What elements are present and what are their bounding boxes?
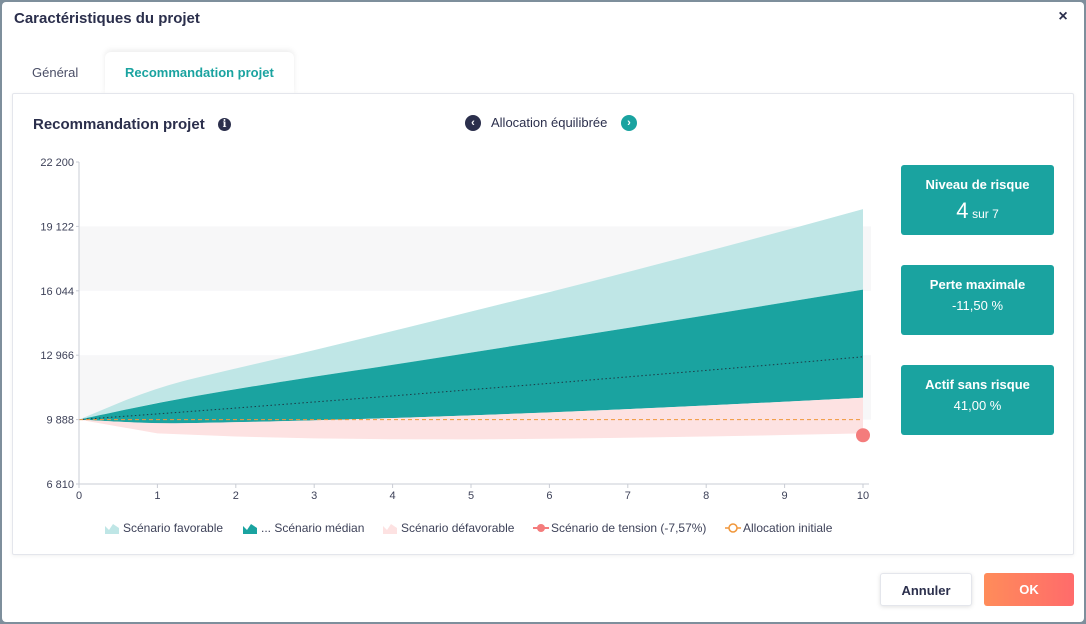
x-tick-label: 4 <box>390 490 396 502</box>
legend-label: Allocation initiale <box>743 521 833 535</box>
x-tick-label: 9 <box>782 490 788 502</box>
kpi-risk-level: Niveau de risque 4 sur 7 <box>901 165 1054 235</box>
ring-line-swatch-icon <box>725 523 741 533</box>
x-tick-label: 5 <box>468 490 474 502</box>
recommendation-panel: Recommandation projet i ‹ Allocation équ… <box>12 93 1074 555</box>
kpi-risk-value: 4 <box>956 198 969 223</box>
ok-button[interactable]: OK <box>984 573 1074 606</box>
unfavorable-scenario-area <box>79 397 863 440</box>
y-tick-label: 16 044 <box>40 286 74 298</box>
x-tick-label: 7 <box>625 490 631 502</box>
x-tick-label: 0 <box>76 490 82 502</box>
legend-label: ... Scénario médian <box>261 521 365 535</box>
dot-line-swatch-icon <box>533 524 549 532</box>
modal-title: Caractéristiques du projet <box>14 10 200 27</box>
chevron-right-icon[interactable]: › <box>621 115 637 131</box>
legend-label: Scénario favorable <box>123 521 224 535</box>
close-icon[interactable]: × <box>1058 8 1068 25</box>
y-tick-label: 6 810 <box>46 479 74 491</box>
area-swatch-icon <box>105 524 119 534</box>
cancel-button[interactable]: Annuler <box>880 573 972 606</box>
x-tick-label: 3 <box>311 490 317 502</box>
chevron-left-icon[interactable]: ‹ <box>465 115 481 131</box>
kpi-max-loss: Perte maximale -11,50 % <box>901 265 1054 335</box>
median-line <box>78 356 864 421</box>
y-tick-label: 19 122 <box>40 221 74 233</box>
legend-label: Scénario de tension (-7,57%) <box>551 521 707 535</box>
tension-point <box>856 428 870 443</box>
tab-general[interactable]: Général <box>32 65 79 80</box>
kpi-risk-free-label: Actif sans risque <box>925 377 1030 392</box>
legend-label: Scénario défavorable <box>401 521 515 535</box>
x-tick-label: 6 <box>546 490 552 502</box>
x-tick-label: 2 <box>233 490 239 502</box>
kpi-risk-suffix: sur 7 <box>972 207 999 221</box>
y-tick-label: 22 200 <box>40 157 74 169</box>
area-swatch-icon <box>243 524 257 534</box>
kpi-risk-free-asset: Actif sans risque 41,00 % <box>901 365 1054 435</box>
x-tick-label: 10 <box>857 490 869 502</box>
kpi-risk-free-value: 41,00 % <box>953 398 1002 413</box>
info-icon[interactable]: i <box>218 118 231 131</box>
x-tick-label: 1 <box>154 490 160 502</box>
x-tick-label: 8 <box>703 490 709 502</box>
allocation-label: Allocation équilibrée <box>491 115 608 130</box>
y-tick-label: 9 888 <box>46 415 74 427</box>
tab-bar: Général Recommandation projet <box>12 52 1072 94</box>
favorable-scenario-area <box>79 209 863 420</box>
median-scenario-area <box>79 289 863 424</box>
kpi-max-loss-value: -11,50 % <box>951 298 1004 313</box>
panel-title: Recommandation projet <box>33 116 205 133</box>
kpi-max-loss-label: Perte maximale <box>929 277 1026 292</box>
kpi-risk-label: Niveau de risque <box>925 177 1030 192</box>
area-swatch-icon <box>383 524 397 534</box>
tab-recommendation[interactable]: Recommandation projet <box>105 52 294 94</box>
y-tick-label: 12 966 <box>40 350 74 362</box>
